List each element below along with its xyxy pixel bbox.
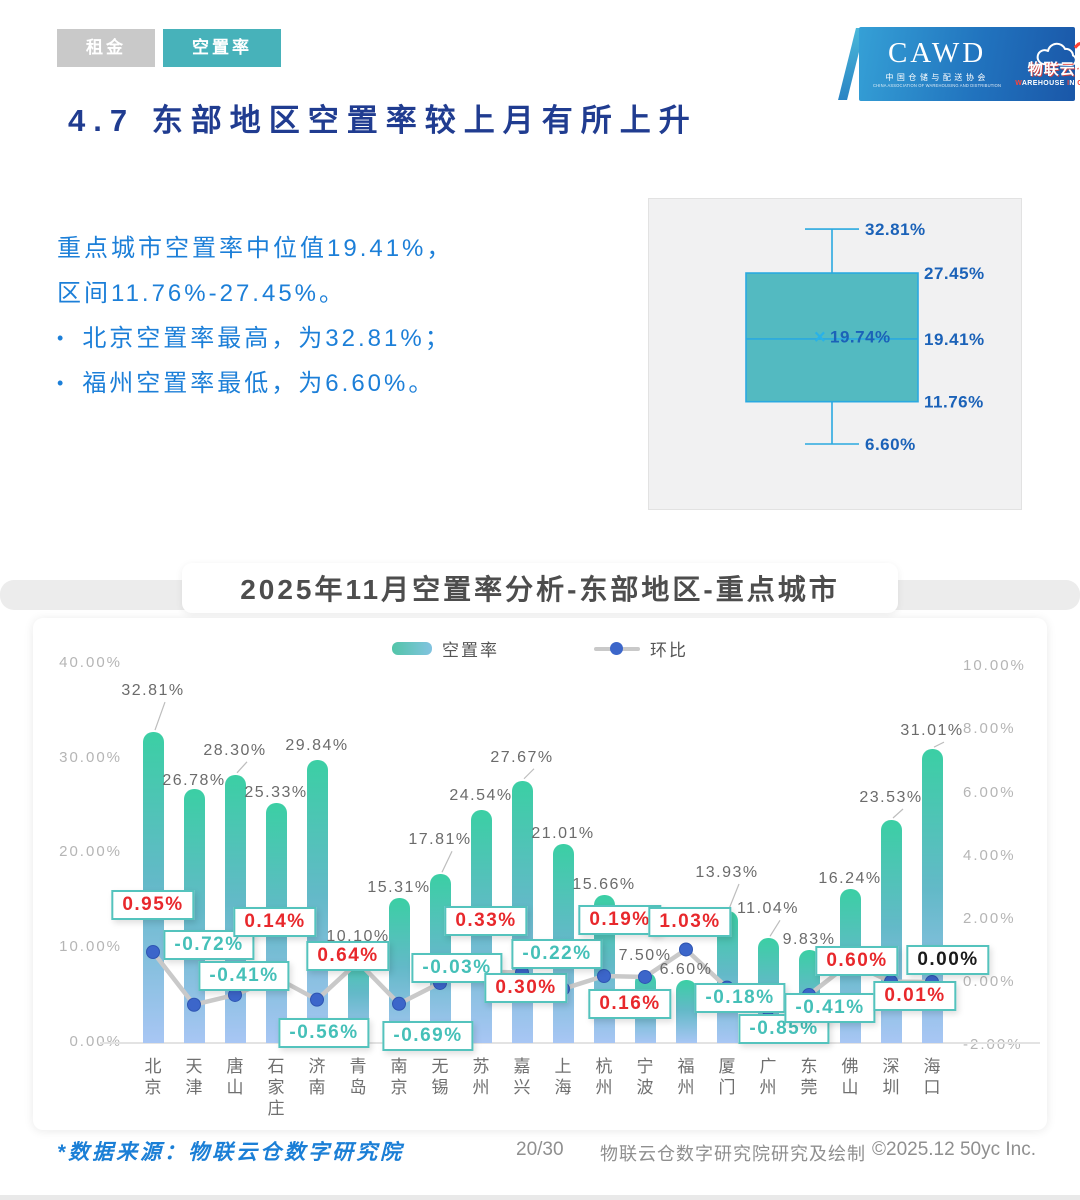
arrow-icon — [1073, 41, 1080, 49]
copyright-text: ©2025.12 50yc Inc. — [872, 1139, 1036, 1160]
legend-dot-icon — [610, 641, 623, 655]
legend-bar-swatch — [392, 642, 432, 655]
wic-english-wordmark: WAREHOUSE IN CLOUD — [1015, 80, 1080, 88]
bullet-dot: • — [57, 373, 67, 393]
legend-item-vacancy: 空置率 — [392, 636, 499, 661]
mean-label: 19.74% — [830, 327, 891, 346]
legend-label: 环比 — [650, 641, 688, 660]
mean-mark: × — [814, 326, 826, 348]
cawd-chinese-name: 中国仓储与配送协会 — [885, 73, 989, 82]
cawd-wordmark: CAWD — [887, 37, 987, 69]
cawd-block: CAWD 中国仓储与配送协会 CHINA ASSOCIATION OF WARE… — [859, 39, 1015, 89]
min-label: 6.60% — [865, 435, 916, 454]
data-source-note: *数据来源：物联云仓数字研究院 — [57, 1141, 405, 1164]
cloud-icon — [1036, 41, 1080, 66]
q3-label: 27.45% — [924, 264, 985, 283]
bullet-dot: • — [57, 328, 67, 348]
cawd-english-name: CHINA ASSOCIATION OF WAREHOUSING AND DIS… — [873, 83, 1002, 89]
cawd-wic-logo: CAWD 中国仓储与配送协会 CHINA ASSOCIATION OF WARE… — [838, 27, 1080, 101]
legend-line-swatch — [594, 641, 640, 655]
tab-rent[interactable]: 租金 — [57, 29, 155, 67]
q1-label: 11.76% — [924, 393, 984, 412]
view-tabs: 租金 空置率 — [57, 29, 281, 67]
box — [745, 272, 919, 403]
summary-text: 重点城市空置率中位值19.41%， 区间11.76%-27.45%。 • 北京空置… — [57, 226, 453, 406]
credit-text: 物联云仓数字研究院研究及绘制 — [600, 1144, 866, 1164]
wic-chinese-wordmark: 物联云仓 — [1027, 60, 1080, 78]
logo-panel: CAWD 中国仓储与配送协会 CHINA ASSOCIATION OF WARE… — [859, 27, 1080, 101]
summary-line-2: 区间11.76%-27.45%。 — [57, 280, 347, 307]
legend-item-mom: 环比 — [594, 636, 688, 661]
page-number: 20/30 — [516, 1139, 564, 1160]
summary-bullet-2: • 福州空置率最低，为6.60%。 — [57, 370, 436, 397]
legend-label: 空置率 — [442, 641, 499, 660]
summary-line-1: 重点城市空置率中位值19.41%， — [57, 235, 454, 262]
chart-legend: 空置率 环比 — [0, 636, 1080, 661]
page-title: 4.7 东部地区空置率较上月有所上升 — [68, 103, 698, 138]
bottom-strip — [0, 1195, 1080, 1200]
tab-vacancy-rate[interactable]: 空置率 — [163, 29, 281, 67]
chart-card — [33, 618, 1047, 1130]
summary-bullet-1: • 北京空置率最高，为32.81%； — [57, 325, 452, 352]
median-label: 19.41% — [924, 330, 985, 349]
wic-block: 物联云仓 WAREHOUSE IN CLOUD — [1015, 40, 1080, 88]
max-label: 32.81% — [865, 220, 926, 239]
boxplot-chart: × 19.74% 32.81% 27.45% 19.41% 11.76% 6.60% — [745, 220, 985, 454]
boxplot-panel: × 19.74% 32.81% 27.45% 19.41% 11.76% 6.60% — [648, 198, 1022, 510]
chart-title: 2025年11月空置率分析-东部地区-重点城市 — [182, 563, 898, 613]
